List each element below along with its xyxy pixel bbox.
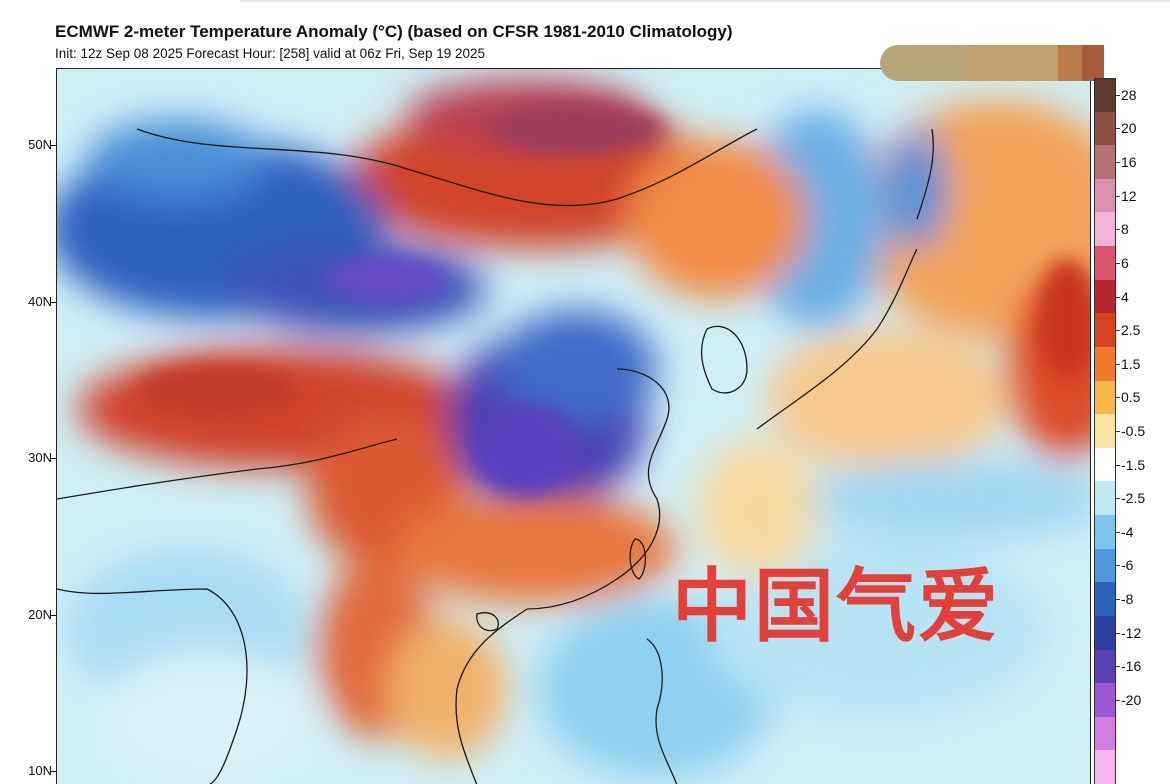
colorbar-label: -16 (1121, 658, 1142, 675)
colorbar-tick (1116, 699, 1120, 701)
colorbar-label: -6 (1121, 557, 1134, 574)
colorbar-label: 20 (1121, 120, 1137, 137)
lat-label-40n: 40N (28, 293, 52, 309)
colorbar-tick (1116, 599, 1120, 601)
strip-segment (1082, 45, 1104, 81)
colorbar-label: -0.5 (1121, 423, 1146, 439)
map-subtitle: Init: 12z Sep 08 2025 Forecast Hour: [25… (55, 46, 486, 61)
colorbar-label: 8 (1121, 221, 1129, 238)
colorbar-label: -20 (1121, 691, 1142, 708)
colorbar-tick (1116, 565, 1120, 567)
lat-tick (50, 614, 56, 616)
colorbar-label: -2.5 (1121, 490, 1146, 507)
colorbar-swatch (1094, 683, 1116, 718)
colorbar-tick (1116, 531, 1120, 533)
top-divider (240, 0, 1170, 2)
colorbar-swatch (1094, 279, 1116, 314)
colorbar-swatch (1094, 548, 1116, 583)
philippines-outline (646, 638, 678, 784)
colorbar-tick (1116, 632, 1120, 634)
strip-segment (1058, 45, 1082, 81)
colorbar-label: 28 (1121, 86, 1137, 103)
colorbar-tick (1116, 195, 1120, 197)
colorbar-tick (1116, 229, 1120, 231)
colorbar-swatch (1094, 111, 1116, 146)
colorbar-swatch (1094, 380, 1116, 415)
colorbar-swatch (1094, 212, 1116, 247)
colorbar-swatch (1094, 178, 1116, 213)
colorbar-label: 1.5 (1121, 355, 1141, 372)
colorbar-tick (1116, 262, 1120, 264)
colorbar-swatch (1094, 78, 1116, 113)
colorbar-tick (1116, 397, 1120, 399)
indochina-coast (455, 608, 528, 784)
japan-outline (756, 128, 934, 430)
lat-label-30n: 30N (28, 450, 52, 465)
colorbar-tick (1116, 464, 1120, 466)
colorbar-tick (1116, 431, 1120, 432)
lat-tick (50, 458, 56, 459)
watermark-text: 中国气爱 (672, 560, 1000, 653)
colorbar-swatch (1094, 313, 1116, 348)
colorbar-label: 12 (1121, 187, 1137, 204)
map-title: ECMWF 2-meter Temperature Anomaly (°C) (… (55, 22, 733, 41)
colorbar-tick (1116, 128, 1120, 130)
colorbar-swatch (1094, 750, 1116, 784)
colorbar-swatch (1094, 481, 1116, 516)
colorbar-label: 2.5 (1121, 322, 1141, 339)
colorbar-tick (1116, 666, 1120, 668)
lat-label-50n: 50N (28, 137, 52, 152)
colorbar-swatch (1094, 649, 1116, 684)
colorbar-swatch (1094, 515, 1116, 550)
coastlines (57, 128, 934, 784)
colorbar-label: 6 (1121, 254, 1129, 271)
colorbar-label: -4 (1121, 523, 1134, 540)
colorbar-swatch (1094, 716, 1116, 751)
china-coast (57, 368, 670, 610)
lat-tick (50, 301, 56, 303)
colorbar-tick (1116, 162, 1120, 164)
anomaly-map (56, 68, 1091, 784)
colorbar-swatch (1094, 447, 1116, 482)
india-coast (57, 588, 248, 784)
colorbar-swatch (1094, 145, 1116, 180)
border-china-north (136, 128, 758, 207)
lat-tick (50, 771, 56, 772)
colorbar-label: -8 (1121, 591, 1134, 608)
lat-tick (50, 145, 56, 146)
korea-outline (700, 325, 748, 394)
lat-label-20n: 20N (28, 606, 52, 622)
anomaly-detail (137, 104, 1090, 494)
colorbar-label: 0.5 (1121, 389, 1141, 406)
decorative-strip (880, 45, 1104, 81)
colorbar-label: -12 (1121, 624, 1142, 641)
colorbar-swatch (1094, 582, 1116, 617)
colorbar-tick (1116, 363, 1120, 365)
colorbar-label: 4 (1121, 288, 1129, 305)
colorbar-tick (1116, 498, 1120, 500)
colorbar-swatch (1094, 615, 1116, 650)
colorbar-swatch (1094, 346, 1116, 382)
colorbar-label: -1.5 (1121, 456, 1146, 473)
colorbar-swatch (1094, 414, 1116, 449)
strip-segment (880, 45, 966, 81)
lat-label-10n: 10N (28, 763, 52, 778)
colorbar-tick (1116, 94, 1120, 96)
colorbar-tick (1116, 296, 1120, 298)
colorbar-tick (1116, 330, 1120, 332)
hainan-outline (476, 612, 499, 632)
strip-segment (966, 45, 1058, 81)
colorbar-swatch (1094, 246, 1116, 281)
taiwan-outline (629, 538, 646, 580)
colorbar-label: 16 (1121, 154, 1137, 171)
